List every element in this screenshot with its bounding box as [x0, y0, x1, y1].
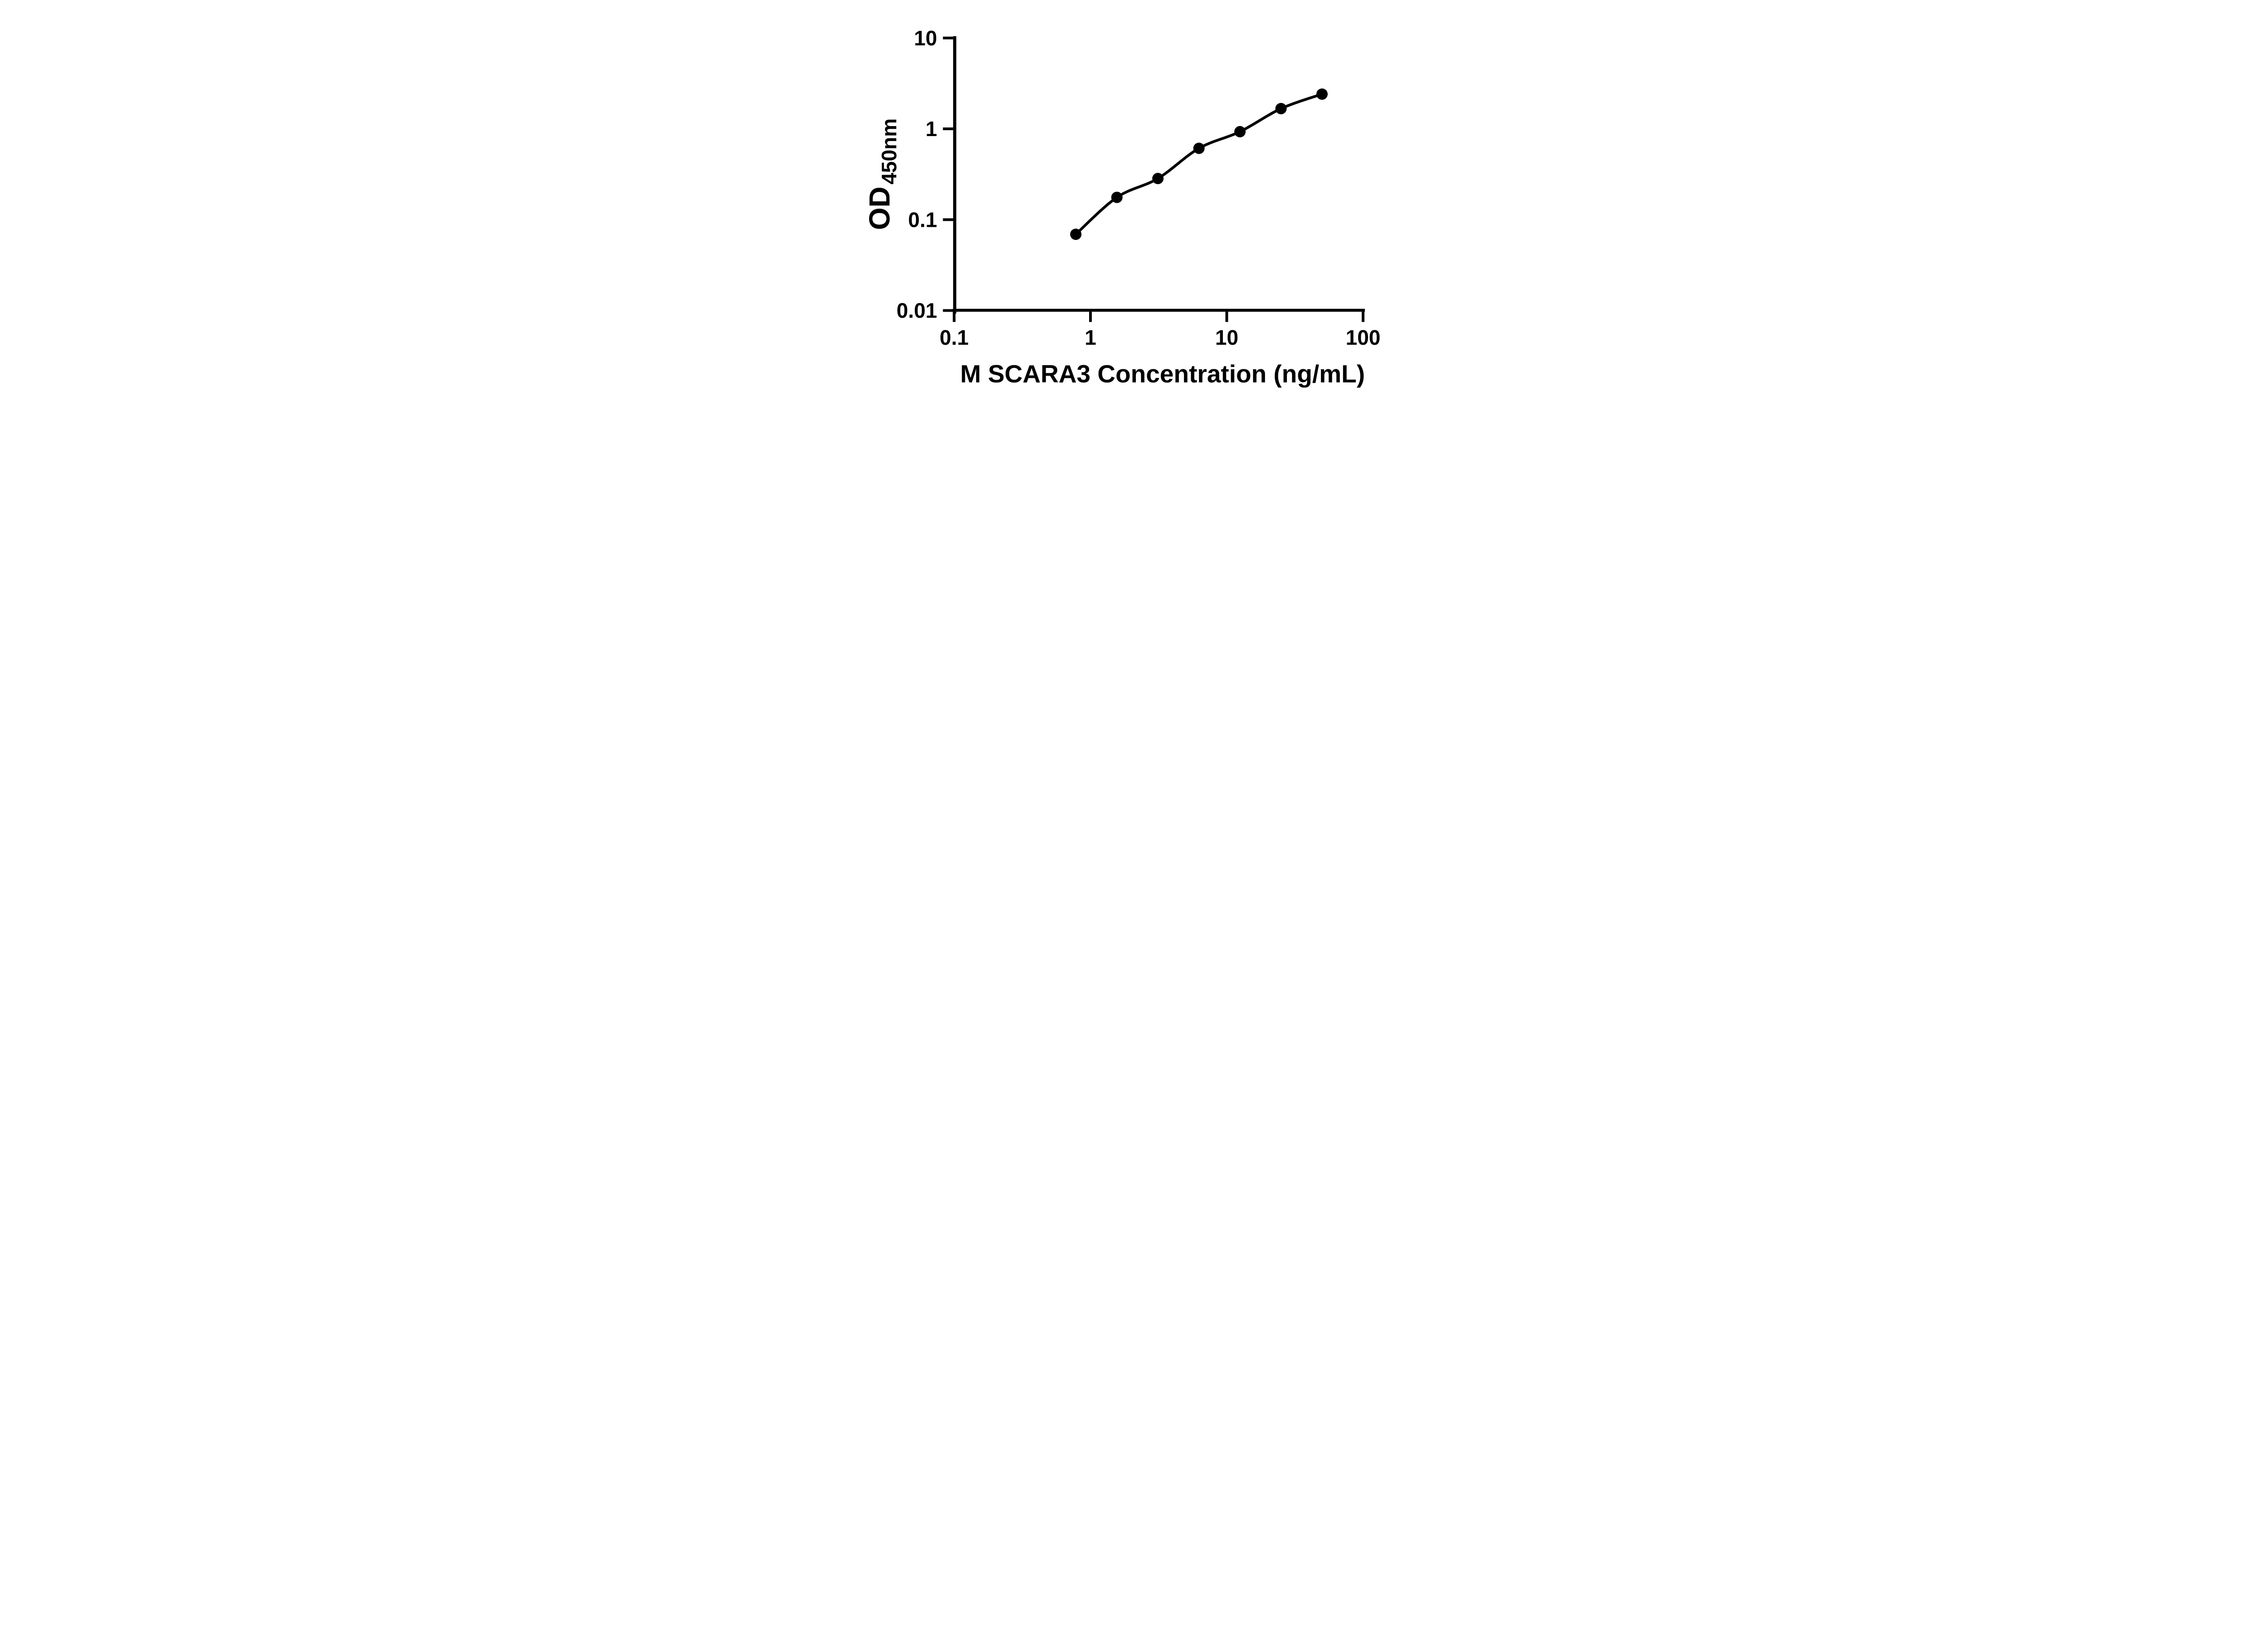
- data-point: [1234, 126, 1246, 137]
- y-tick-label: 0.1: [908, 208, 937, 231]
- fit-curve-line: [1075, 93, 1323, 235]
- x-tick-label: 1: [1085, 326, 1096, 349]
- y-axis-title-main: OD: [863, 186, 896, 230]
- x-tick-label: 100: [1346, 326, 1381, 349]
- data-point: [1193, 142, 1205, 154]
- data-point: [1152, 173, 1164, 184]
- x-tick: [1225, 312, 1228, 322]
- x-tick-label: 10: [1215, 326, 1238, 349]
- x-tick: [953, 312, 956, 322]
- y-tick: [943, 218, 953, 221]
- data-point: [1275, 103, 1287, 114]
- y-tick: [943, 36, 953, 39]
- data-series: [1070, 88, 1328, 240]
- x-tick: [1362, 312, 1364, 322]
- data-point: [1070, 229, 1082, 240]
- y-axis-line: [953, 36, 957, 314]
- elisa-standard-curve-figure: 10 1 0.1 0.01 0.1 1 10 100 M SCARA3 Concentrati…: [842, 0, 1426, 408]
- y-tick: [943, 127, 953, 130]
- x-tick: [1089, 312, 1092, 322]
- x-axis-title: M SCARA3 Concentration (ng/mL): [960, 360, 1365, 388]
- data-point: [1111, 191, 1123, 203]
- x-tick-label: 0.1: [940, 326, 969, 349]
- y-tick-label: 10: [914, 26, 937, 50]
- y-tick-label: 0.01: [896, 299, 937, 323]
- x-axis-line: [953, 308, 1365, 312]
- y-axis-title-subscript: 450nm: [877, 118, 901, 185]
- y-axis-title: OD 450nm: [863, 118, 901, 230]
- data-point: [1316, 88, 1328, 100]
- y-tick-label: 1: [925, 117, 937, 141]
- y-tick: [943, 309, 953, 312]
